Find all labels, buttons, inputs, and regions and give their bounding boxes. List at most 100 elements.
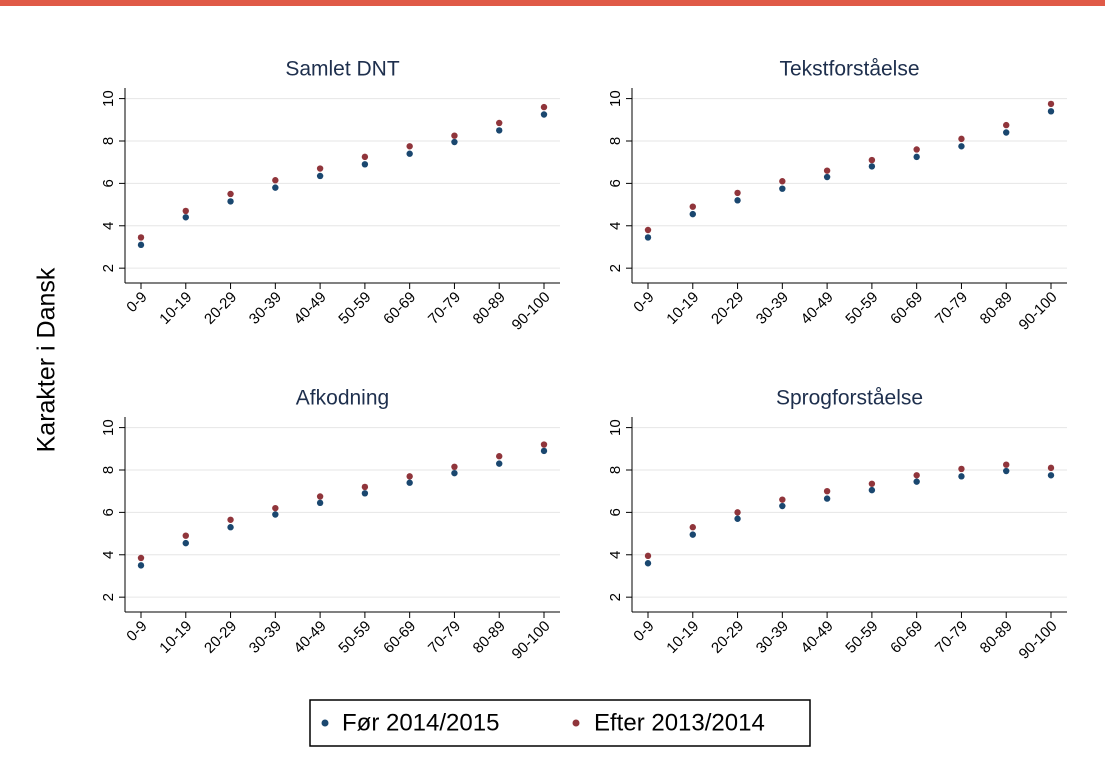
point <box>137 234 145 241</box>
point <box>689 524 696 531</box>
x-tick-label: 80-89 <box>470 618 509 657</box>
point <box>1003 461 1010 468</box>
point <box>913 478 920 485</box>
point <box>227 524 234 531</box>
point <box>689 210 696 218</box>
point <box>823 495 831 502</box>
point <box>451 463 458 471</box>
x-tick-label: 90-100 <box>1016 618 1061 663</box>
x-tick-label: 60-69 <box>887 289 926 328</box>
point <box>734 515 741 522</box>
x-tick-label: 80-89 <box>470 289 509 328</box>
legend-marker <box>321 719 329 727</box>
point <box>868 163 876 170</box>
point <box>451 132 458 139</box>
point <box>361 153 369 161</box>
x-tick-label: 20-29 <box>201 618 240 657</box>
point <box>644 552 652 560</box>
x-tick-label: 80-89 <box>977 289 1016 328</box>
point <box>496 460 503 467</box>
x-tick-label: 30-39 <box>246 618 285 657</box>
point <box>644 226 652 234</box>
point <box>182 532 189 539</box>
point <box>451 469 458 477</box>
panel-title: Afkodning <box>296 387 389 410</box>
point <box>540 447 548 455</box>
x-tick-label: 0-9 <box>123 289 150 316</box>
point <box>1047 472 1055 479</box>
y-tick-label: 6 <box>607 179 624 187</box>
point <box>779 496 786 503</box>
x-tick-label: 40-49 <box>291 289 330 328</box>
x-tick-label: 80-89 <box>977 618 1016 657</box>
point <box>496 127 503 134</box>
x-tick-label: 30-39 <box>753 618 792 657</box>
point <box>779 502 786 510</box>
y-tick-label: 10 <box>100 90 117 107</box>
x-tick-label: 40-49 <box>798 618 837 657</box>
point <box>734 197 741 204</box>
point <box>1047 108 1055 115</box>
point <box>540 111 548 118</box>
point <box>272 504 279 512</box>
point <box>316 165 324 172</box>
y-tick-label: 10 <box>100 419 117 436</box>
point <box>823 173 831 181</box>
point <box>272 184 279 191</box>
point <box>137 554 145 562</box>
x-tick-label: 30-39 <box>753 289 792 328</box>
x-tick-label: 10-19 <box>663 618 702 657</box>
point <box>1047 100 1055 108</box>
x-tick-label: 20-29 <box>201 289 240 328</box>
point <box>361 161 369 168</box>
point <box>779 178 786 185</box>
point <box>644 234 652 241</box>
point <box>406 150 413 157</box>
x-tick-label: 20-29 <box>708 289 747 328</box>
y-axis-label: Karakter i Dansk <box>33 267 61 452</box>
point <box>958 143 965 150</box>
y-tick-label: 4 <box>607 222 624 230</box>
point <box>406 143 413 150</box>
legend-label: Efter 2013/2014 <box>594 709 765 736</box>
y-tick-label: 6 <box>607 508 624 516</box>
point <box>734 189 741 197</box>
point <box>137 562 145 569</box>
x-tick-label: 50-59 <box>335 618 374 657</box>
point <box>1047 464 1055 472</box>
x-tick-label: 70-79 <box>425 618 464 657</box>
x-tick-label: 0-9 <box>630 618 657 645</box>
x-tick-label: 90-100 <box>509 618 554 663</box>
x-tick-label: 0-9 <box>123 618 150 645</box>
legend-box <box>309 699 811 747</box>
point <box>823 167 831 174</box>
point <box>1003 467 1010 475</box>
point <box>823 487 831 495</box>
point <box>958 473 965 480</box>
point <box>496 119 503 127</box>
y-tick-label: 4 <box>100 551 117 559</box>
point <box>1003 121 1010 129</box>
point <box>316 499 324 507</box>
y-tick-label: 4 <box>100 222 117 230</box>
point <box>272 511 279 518</box>
x-tick-label: 60-69 <box>380 618 419 657</box>
point <box>868 480 876 487</box>
panel-title: Sprogforståelse <box>776 387 923 410</box>
point <box>868 156 876 164</box>
y-tick-label: 8 <box>100 466 117 474</box>
x-tick-label: 10-19 <box>156 289 195 328</box>
point <box>451 138 458 146</box>
x-tick-label: 50-59 <box>842 289 881 328</box>
point <box>316 493 324 500</box>
point <box>958 465 965 473</box>
point <box>137 241 145 249</box>
x-tick-label: 60-69 <box>380 289 419 328</box>
point <box>496 453 503 460</box>
y-tick-label: 8 <box>607 466 624 474</box>
point <box>227 198 234 205</box>
x-tick-label: 90-100 <box>509 289 554 334</box>
y-tick-label: 2 <box>100 593 117 601</box>
y-tick-label: 8 <box>607 137 624 145</box>
